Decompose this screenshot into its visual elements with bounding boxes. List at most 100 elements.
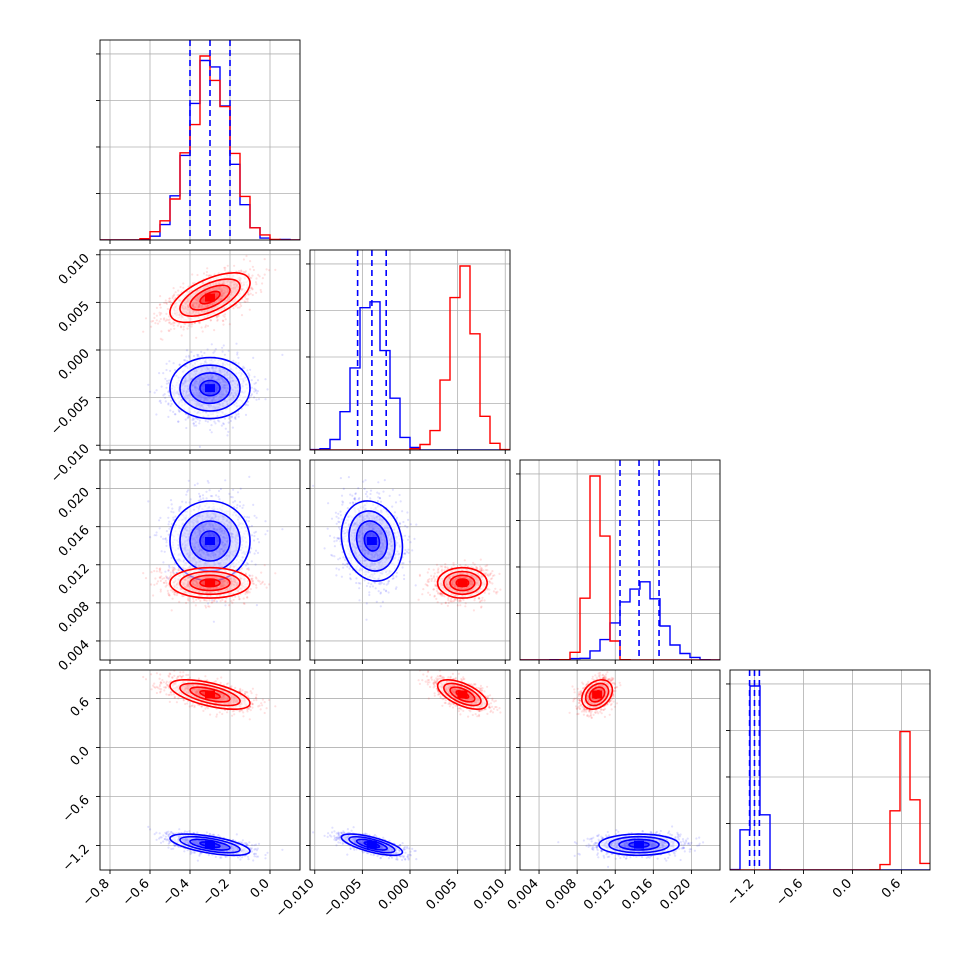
scatter-point <box>224 427 227 430</box>
scatter-point <box>194 420 197 423</box>
scatter-point <box>163 550 166 553</box>
scatter-point <box>193 424 196 427</box>
scatter-point <box>246 563 250 566</box>
scatter-point <box>250 534 254 537</box>
scatter-point <box>248 475 251 478</box>
scatter-point <box>258 275 261 278</box>
scatter-point <box>159 516 162 520</box>
scatter-point <box>254 388 257 391</box>
scatter-point <box>241 506 244 509</box>
scatter-point <box>178 600 181 604</box>
scatter-point <box>218 420 221 423</box>
scatter-point <box>156 580 160 583</box>
scatter-point <box>257 541 261 544</box>
scatter-point <box>216 315 219 318</box>
scatter-point <box>232 598 235 602</box>
scatter-point <box>246 300 249 303</box>
scatter-point <box>264 398 267 401</box>
scatter-point <box>216 419 220 422</box>
scatter-point <box>182 328 185 331</box>
scatter-point <box>224 604 227 607</box>
scatter-point <box>216 319 219 322</box>
scatter-point <box>187 479 190 482</box>
scatter-point <box>167 381 170 385</box>
scatter-point <box>163 317 166 320</box>
scatter-point <box>234 305 237 308</box>
scatter-point <box>224 318 227 321</box>
scatter-point <box>171 597 174 600</box>
scatter-point <box>244 300 247 303</box>
scatter-point <box>254 281 257 284</box>
scatter-point <box>213 350 216 353</box>
scatter-point <box>253 539 256 542</box>
scatter-point <box>172 362 175 365</box>
scatter-point <box>274 572 277 575</box>
scatter-point <box>246 400 250 403</box>
scatter-point <box>264 520 267 523</box>
scatter-point <box>251 293 254 297</box>
scatter-point <box>249 268 252 271</box>
scatter-point <box>199 498 202 501</box>
scatter-point <box>188 501 191 504</box>
scatter-point <box>186 360 189 363</box>
scatter-point <box>204 326 207 329</box>
scatter-point <box>248 374 251 377</box>
scatter-point <box>253 390 256 393</box>
scatter-point <box>281 353 284 356</box>
scatter-point <box>268 269 271 272</box>
scatter-point <box>245 254 248 258</box>
scatter-point <box>250 560 253 563</box>
scatter-point <box>159 401 163 404</box>
scatter-point <box>161 338 164 341</box>
scatter-point <box>257 398 261 401</box>
scatter-point <box>167 506 170 509</box>
scatter-point <box>168 321 171 324</box>
scatter-point <box>155 319 158 322</box>
scatter-point <box>173 413 176 416</box>
scatter-point <box>187 415 190 418</box>
scatter-point <box>195 336 198 339</box>
scatter-point <box>201 354 204 357</box>
scatter-point <box>202 272 206 275</box>
scatter-point <box>159 337 162 340</box>
scatter-point <box>184 501 188 504</box>
scatter-point <box>223 417 227 420</box>
scatter-point <box>237 270 241 273</box>
scatter-point <box>229 419 232 423</box>
scatter-point <box>247 293 250 296</box>
scatter-point <box>227 430 230 433</box>
scatter-point <box>256 537 259 541</box>
scatter-point <box>168 297 171 300</box>
scatter-point <box>234 361 237 364</box>
scatter-point <box>172 324 175 327</box>
scatter-point <box>235 303 238 306</box>
scatter-point <box>166 379 169 383</box>
scatter-point <box>232 359 235 362</box>
scatter-point <box>226 434 229 437</box>
scatter-point <box>162 561 165 564</box>
scatter-point <box>237 415 240 418</box>
scatter-point <box>167 300 170 303</box>
scatter-point <box>155 314 158 317</box>
scatter-point <box>251 288 254 291</box>
scatter-point <box>191 418 194 422</box>
scatter-point <box>142 572 145 575</box>
scatter-point <box>266 388 269 391</box>
scatter-point <box>250 286 253 289</box>
scatter-point <box>214 422 217 425</box>
scatter-point <box>231 426 234 429</box>
scatter-point <box>163 577 166 580</box>
scatter-point <box>216 318 219 321</box>
scatter-point <box>255 283 258 286</box>
scatter-point <box>149 390 152 393</box>
scatter-point <box>162 537 165 541</box>
scatter-point <box>192 418 195 421</box>
scatter-point <box>176 324 179 327</box>
scatter-point <box>172 294 175 297</box>
scatter-point <box>223 315 226 318</box>
scatter-point <box>243 366 246 370</box>
scatter-point <box>243 515 246 518</box>
scatter-point <box>204 324 208 327</box>
scatter-point <box>201 330 204 333</box>
scatter-point <box>201 494 205 497</box>
